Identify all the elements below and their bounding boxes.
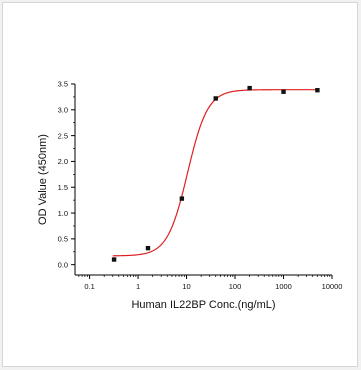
y-axis-title: OD Value (450nm) bbox=[37, 134, 49, 225]
y-tick-label: 3.5 bbox=[58, 80, 68, 89]
data-point bbox=[145, 245, 151, 251]
data-point bbox=[111, 257, 117, 262]
x-tick-label: 10 bbox=[182, 282, 190, 291]
x-tick-label: 1 bbox=[136, 282, 140, 291]
y-ticks: 0.0 0.5 1.0 1.5 2.0 2.5 3.0 3.5 bbox=[58, 80, 75, 269]
x-tick-label: 0.1 bbox=[84, 282, 94, 291]
y-tick-label: 2.0 bbox=[58, 157, 68, 166]
chart-card bbox=[2, 2, 358, 367]
data-point bbox=[247, 85, 252, 91]
x-tick-label: 1000 bbox=[275, 282, 292, 291]
y-tick-label: 1.5 bbox=[58, 183, 68, 192]
axes bbox=[74, 84, 332, 276]
data-point bbox=[281, 89, 286, 94]
data-point bbox=[179, 196, 185, 201]
data-point bbox=[213, 96, 218, 101]
x-ticks: 0.1 1 10 100 1000 10000 bbox=[78, 275, 343, 291]
y-tick-label: 3.0 bbox=[58, 106, 68, 115]
data-points bbox=[111, 85, 320, 262]
fit-curve-line bbox=[112, 89, 319, 257]
y-tick-label: 0.0 bbox=[58, 260, 68, 269]
x-axis-title: Human IL22BP Conc.(ng/mL) bbox=[131, 299, 275, 311]
y-tick-label: 1.0 bbox=[58, 209, 68, 218]
y-tick-label: 2.5 bbox=[58, 131, 68, 140]
y-tick-label: 0.5 bbox=[58, 235, 68, 244]
x-tick-label: 10000 bbox=[322, 282, 343, 291]
data-point bbox=[315, 87, 320, 93]
x-tick-label: 100 bbox=[229, 282, 242, 291]
